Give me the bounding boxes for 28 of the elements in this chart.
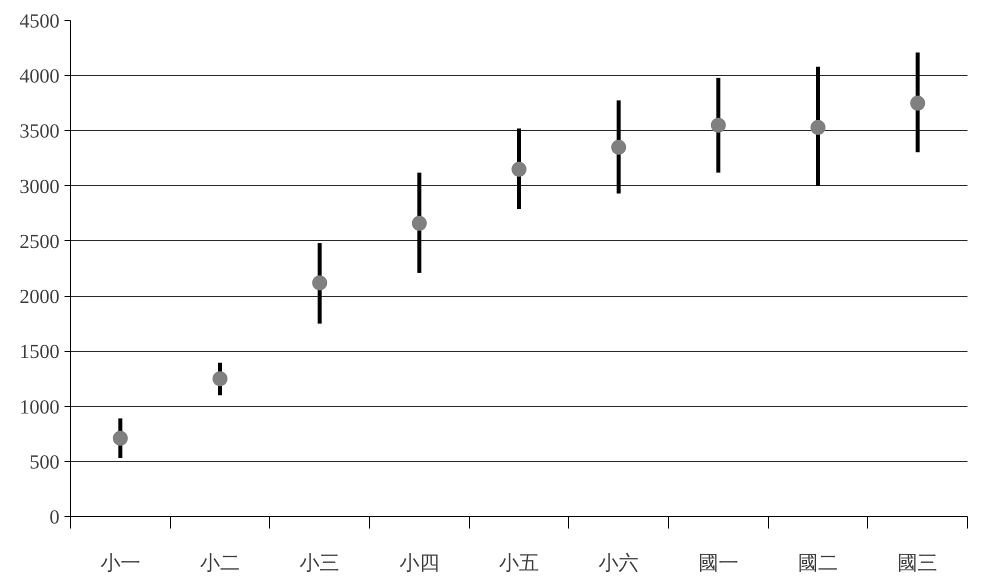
y-tick-label: 2000 — [20, 286, 60, 308]
x-tick-label: 小二 — [200, 550, 240, 574]
y-tick-label: 3500 — [20, 120, 60, 143]
point — [112, 430, 128, 446]
y-tick-label: 1500 — [20, 341, 60, 364]
x-tick-label: 小六 — [598, 550, 639, 574]
y-tick-label: 4000 — [20, 66, 60, 88]
x-tick-label: 國二 — [798, 550, 838, 574]
x-tick-label: 小五 — [499, 550, 539, 574]
y-tick-label: 3000 — [20, 176, 60, 198]
point — [512, 162, 526, 177]
x-tick-label: 小一 — [100, 550, 140, 574]
point — [910, 96, 926, 111]
y-tick-label: 1000 — [20, 396, 60, 418]
y-tick-label: 500 — [30, 451, 60, 474]
y-tick-label: 2500 — [20, 230, 60, 253]
x-tick-label: 國三 — [898, 550, 938, 574]
x-tick-label: 小四 — [399, 550, 440, 574]
y-tick-label: 4500 — [20, 10, 60, 32]
point — [312, 275, 328, 290]
point — [611, 140, 626, 155]
y-tick-label: 0 — [50, 506, 60, 528]
point — [810, 120, 826, 135]
point — [212, 371, 228, 386]
point — [710, 118, 726, 133]
x-tick-label: 國一 — [698, 550, 738, 574]
point — [412, 216, 427, 231]
x-tick-label: 小三 — [300, 550, 340, 574]
